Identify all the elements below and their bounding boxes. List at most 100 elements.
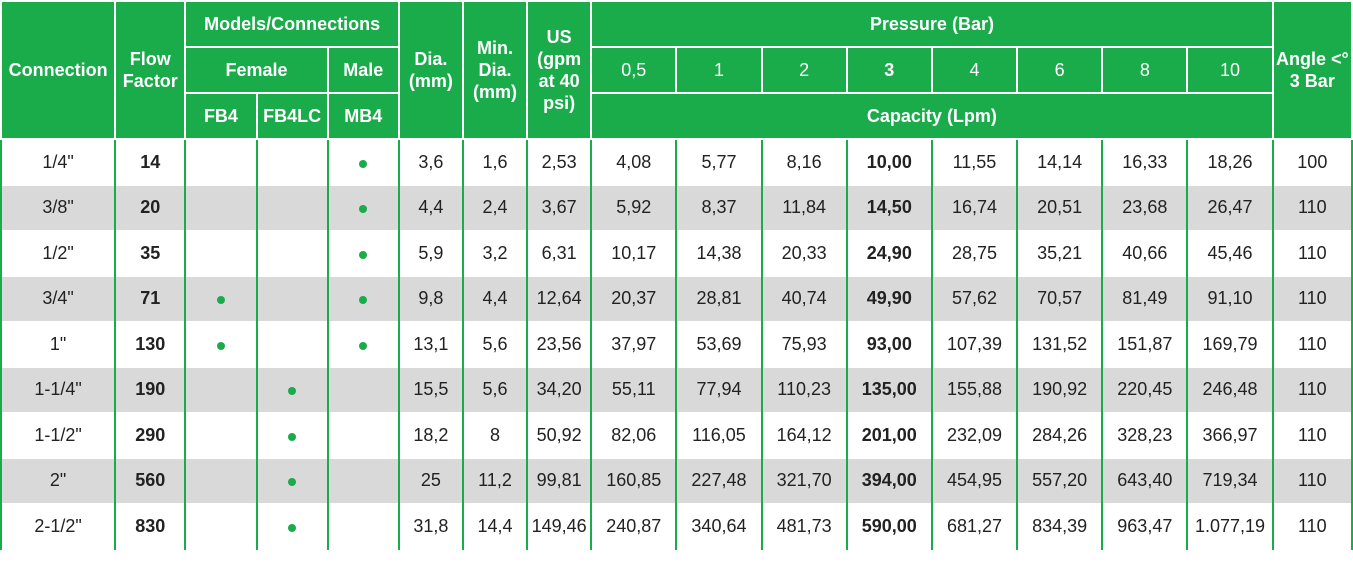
header-models-connections: Models/Connections (184, 0, 400, 48)
capacity-cell: 14,50 (845, 185, 933, 231)
fb4lc-cell (255, 367, 329, 413)
min-dia-cell: 5,6 (461, 321, 529, 368)
table-body: 1/4" 14 3,6 1,6 2,53 4,08 5,77 8,16 10,00 11,55 14… (0, 139, 1353, 550)
capacity-cell: 481,73 (760, 503, 848, 550)
capacity-cell: 57,62 (930, 276, 1019, 322)
header-capacity: Capacity (Lpm) (590, 92, 1274, 140)
capacity-cell: 151,87 (1101, 321, 1189, 368)
capacity-cell: 40,66 (1101, 230, 1189, 277)
capacity-cell: 834,39 (1016, 503, 1104, 550)
capacity-cell: 107,39 (930, 321, 1019, 368)
availability-dot-icon (359, 205, 368, 214)
fb4-cell (184, 139, 258, 186)
connection-cell: 3/4" (0, 276, 117, 322)
angle-cell: 110 (1271, 503, 1353, 550)
capacity-cell: 24,90 (845, 230, 933, 277)
capacity-cell: 82,06 (590, 412, 678, 459)
mb4-cell (326, 367, 400, 413)
dia-cell: 15,5 (397, 367, 464, 413)
header-pressure-1: 1 (675, 46, 763, 94)
header-dia: Dia. (mm) (397, 0, 464, 140)
flow-factor-cell: 560 (114, 458, 187, 504)
capacity-cell: 75,93 (760, 321, 848, 368)
capacity-cell: 232,09 (930, 412, 1019, 459)
availability-dot-icon (288, 387, 297, 396)
flow-factor-cell: 290 (114, 412, 187, 459)
connection-cell: 1-1/4" (0, 367, 117, 413)
dia-cell: 31,8 (397, 503, 464, 550)
capacity-cell: 81,49 (1101, 276, 1189, 322)
header-angle: Angle <° 3 Bar (1271, 0, 1353, 140)
capacity-cell: 155,88 (930, 367, 1019, 413)
capacity-cell: 131,52 (1016, 321, 1104, 368)
fb4-cell (184, 458, 258, 504)
dia-cell: 4,4 (397, 185, 464, 231)
capacity-cell: 91,10 (1186, 276, 1274, 322)
capacity-cell: 55,11 (590, 367, 678, 413)
capacity-cell: 14,14 (1016, 139, 1104, 186)
fb4-cell (184, 412, 258, 459)
capacity-cell: 40,74 (760, 276, 848, 322)
capacity-cell: 1.077,19 (1186, 503, 1274, 550)
angle-cell: 110 (1271, 276, 1353, 322)
header-female: Female (184, 46, 329, 94)
angle-cell: 110 (1271, 185, 1353, 231)
fb4lc-cell (255, 458, 329, 504)
capacity-cell: 28,81 (675, 276, 763, 322)
mb4-cell (326, 412, 400, 459)
angle-cell: 110 (1271, 367, 1353, 413)
capacity-cell: 557,20 (1016, 458, 1104, 504)
flow-factor-cell: 20 (114, 185, 187, 231)
connection-cell: 2-1/2" (0, 503, 117, 550)
capacity-cell: 23,68 (1101, 185, 1189, 231)
availability-dot-icon (359, 296, 368, 305)
header-min-dia: Min. Dia. (mm) (461, 0, 529, 140)
fb4-cell (184, 185, 258, 231)
fb4lc-cell (255, 185, 329, 231)
fb4-cell (184, 276, 258, 322)
flow-factor-cell: 830 (114, 503, 187, 550)
capacity-cell: 135,00 (845, 367, 933, 413)
capacity-cell: 681,27 (930, 503, 1019, 550)
header-pressure-3: 3 (845, 46, 933, 94)
header-mb4: MB4 (326, 92, 400, 140)
flow-factor-cell: 190 (114, 367, 187, 413)
capacity-cell: 70,57 (1016, 276, 1104, 322)
connection-cell: 1/4" (0, 139, 117, 186)
angle-cell: 110 (1271, 230, 1353, 277)
capacity-cell: 190,92 (1016, 367, 1104, 413)
mb4-cell (326, 139, 400, 186)
mb4-cell (326, 321, 400, 368)
capacity-cell: 16,33 (1101, 139, 1189, 186)
us-cell: 2,53 (526, 139, 593, 186)
connection-cell: 1-1/2" (0, 412, 117, 459)
mb4-cell (326, 185, 400, 231)
capacity-cell: 10,00 (845, 139, 933, 186)
availability-dot-icon (216, 341, 225, 350)
table-row: 1/2" 35 5,9 3,2 6,31 10,17 14,38 20,33 24,90 28,7… (0, 230, 1353, 277)
min-dia-cell: 11,2 (461, 458, 529, 504)
table-row: 1-1/4" 190 15,5 5,6 34,20 55,11 77,94 110,23 135… (0, 367, 1353, 413)
capacity-cell: 454,95 (930, 458, 1019, 504)
table-row: 1" 130 13,1 5,6 23,56 37,97 53,69 75,93 93,00 107… (0, 321, 1353, 368)
fb4-cell (184, 503, 258, 550)
us-cell: 23,56 (526, 321, 593, 368)
connection-cell: 1" (0, 321, 117, 368)
dia-cell: 3,6 (397, 139, 464, 186)
us-cell: 99,81 (526, 458, 593, 504)
fb4lc-cell (255, 230, 329, 277)
capacity-cell: 11,84 (760, 185, 848, 231)
capacity-cell: 340,64 (675, 503, 763, 550)
us-cell: 3,67 (526, 185, 593, 231)
table-row: 1-1/2" 290 18,2 8 50,92 82,06 116,05 164,12 201,… (0, 412, 1353, 459)
header-pressure-0-5: 0,5 (590, 46, 678, 94)
flow-factor-cell: 35 (114, 230, 187, 277)
availability-dot-icon (359, 250, 368, 259)
mb4-cell (326, 503, 400, 550)
angle-cell: 110 (1271, 321, 1353, 368)
mb4-cell (326, 276, 400, 322)
connection-cell: 3/8" (0, 185, 117, 231)
capacity-cell: 227,48 (675, 458, 763, 504)
dia-cell: 5,9 (397, 230, 464, 277)
header-pressure-10: 10 (1186, 46, 1274, 94)
